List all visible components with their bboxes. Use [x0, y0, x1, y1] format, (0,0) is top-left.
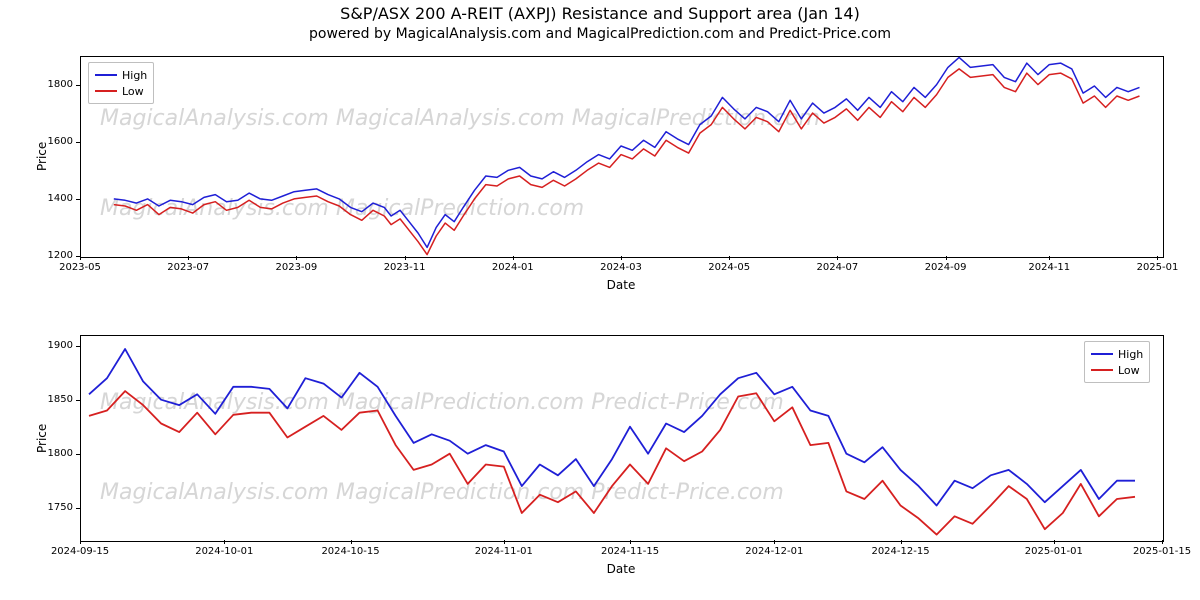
legend-item-high: High — [1091, 346, 1143, 362]
legend-item-low: Low — [1091, 362, 1143, 378]
figure: S&P/ASX 200 A-REIT (AXPJ) Resistance and… — [0, 0, 1200, 600]
legend-label-low: Low — [1118, 364, 1140, 377]
series-high-line — [89, 349, 1135, 506]
legend-swatch-high — [1091, 353, 1113, 355]
plot-svg — [0, 0, 1200, 600]
legend: High Low — [1084, 341, 1150, 383]
series-low-line — [89, 391, 1135, 534]
legend-swatch-low — [1091, 369, 1113, 371]
legend-label-high: High — [1118, 348, 1143, 361]
